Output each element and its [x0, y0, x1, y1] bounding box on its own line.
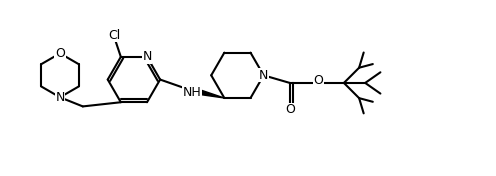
Text: O: O: [285, 103, 295, 117]
Text: N: N: [142, 50, 152, 63]
Text: Cl: Cl: [108, 29, 121, 42]
Text: NH: NH: [183, 86, 201, 99]
Text: N: N: [259, 69, 268, 82]
Polygon shape: [199, 90, 224, 98]
Text: O: O: [55, 47, 65, 60]
Text: O: O: [313, 74, 323, 87]
Text: N: N: [55, 91, 64, 104]
